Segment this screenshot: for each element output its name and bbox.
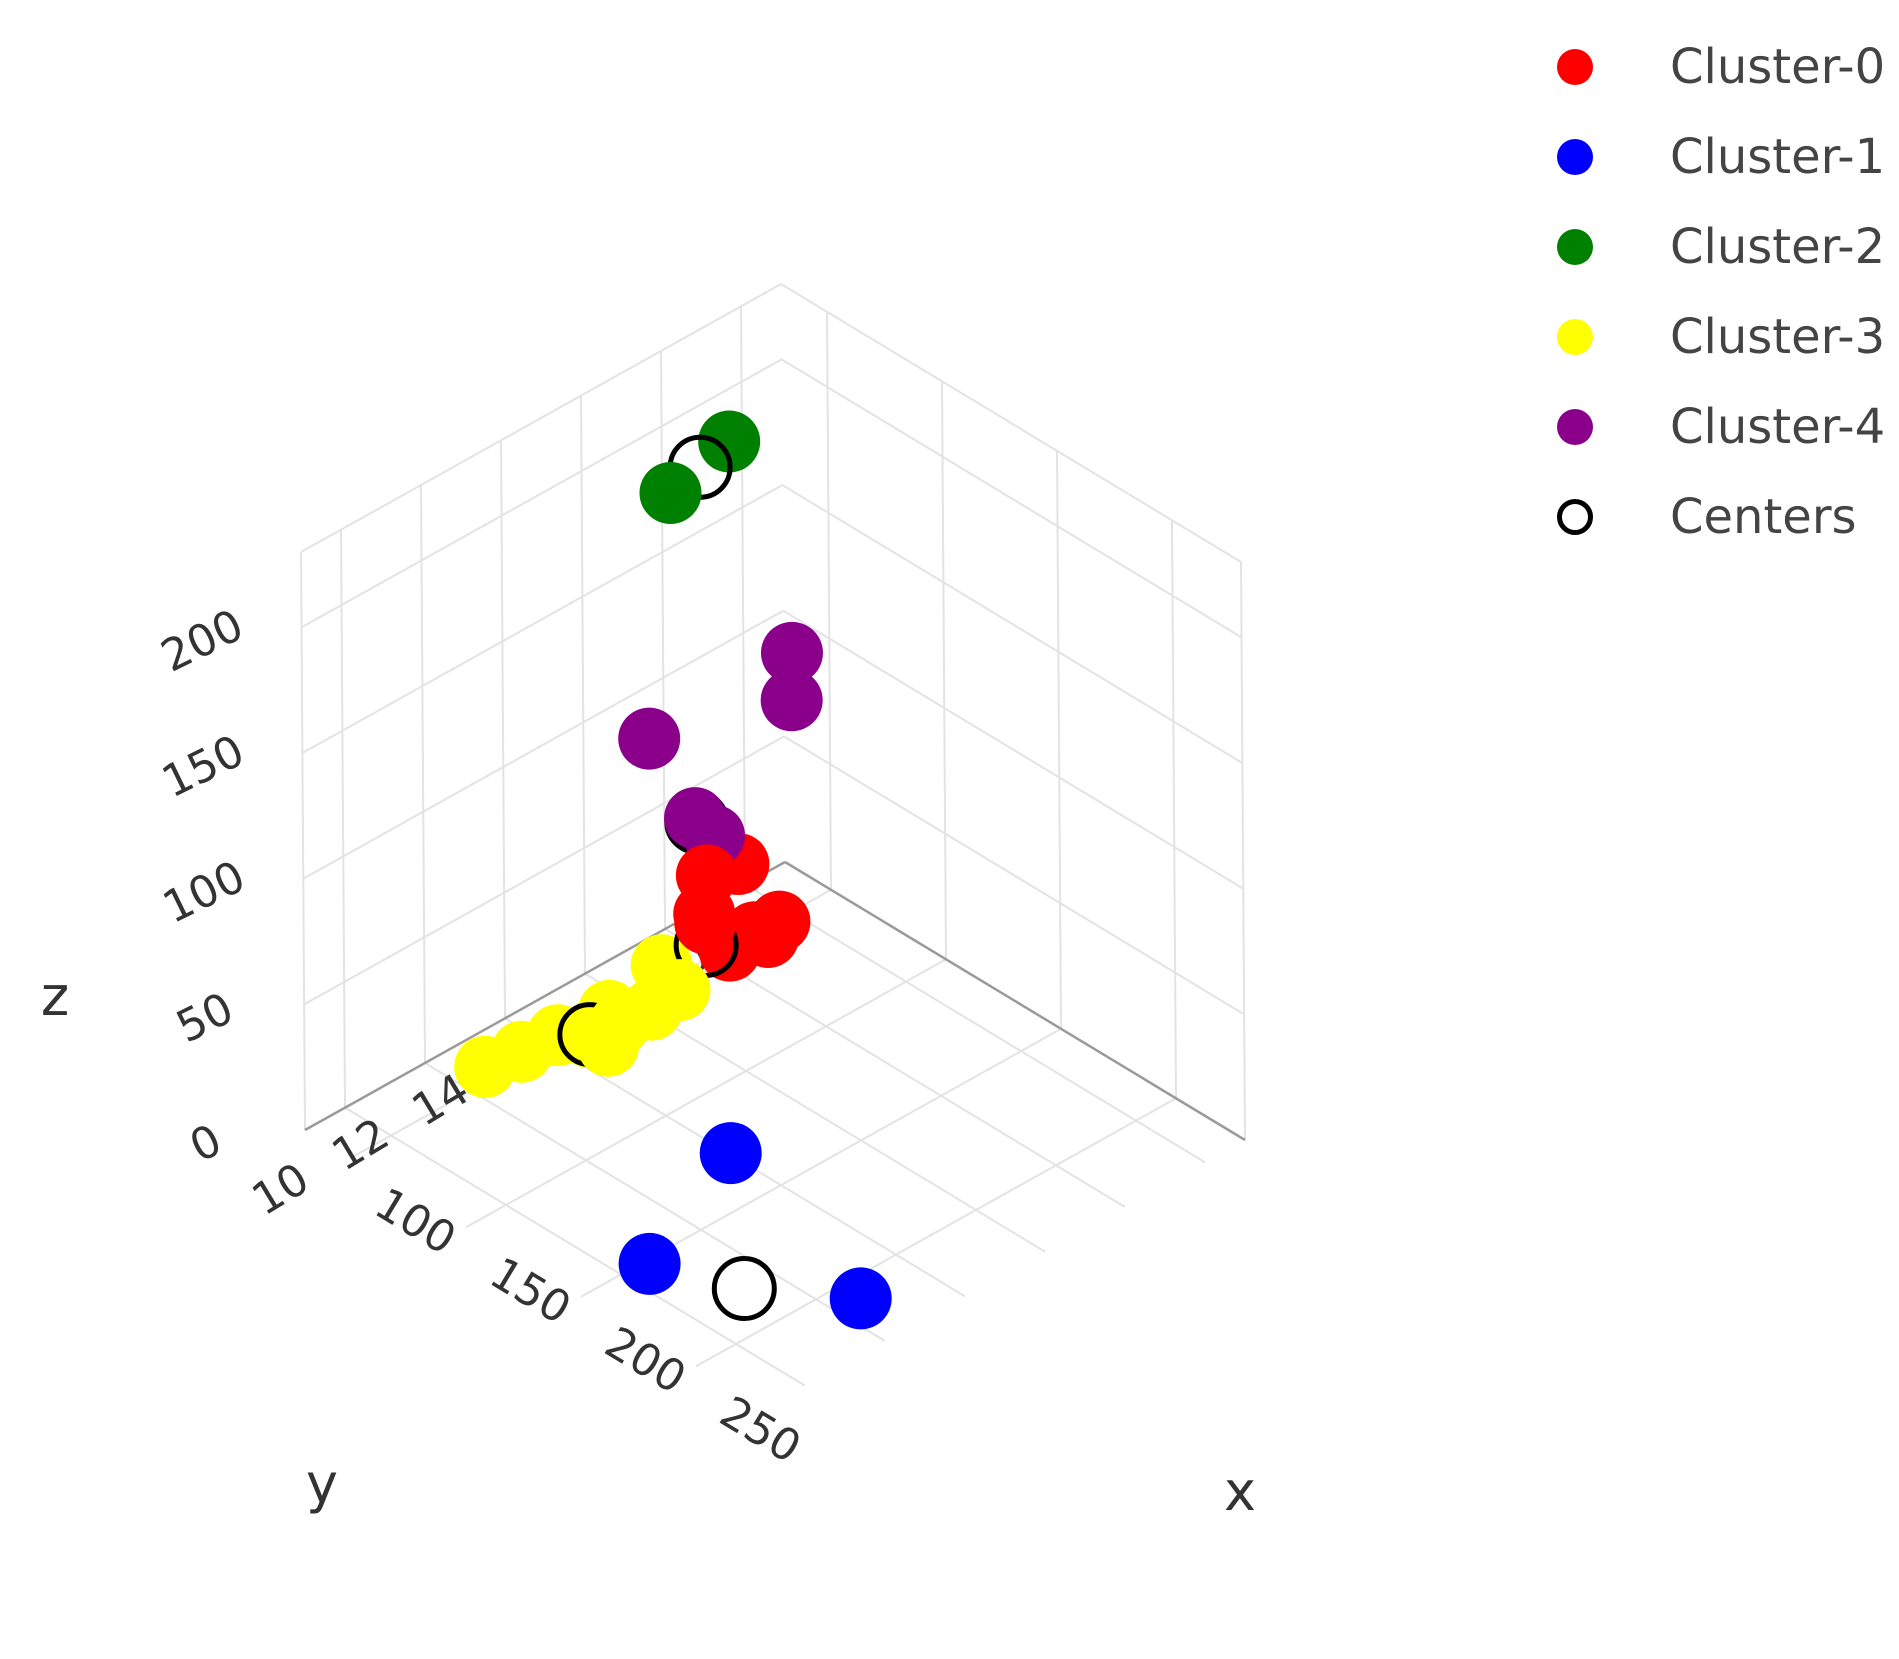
legend-label: Centers xyxy=(1670,489,1857,545)
legend-item-cluster-0[interactable]: Cluster-0 xyxy=(1540,22,1885,112)
x-tick-label: 150 xyxy=(481,1248,579,1335)
legend-item-cluster-1[interactable]: Cluster-1 xyxy=(1540,112,1885,202)
x-axis-title: x xyxy=(1224,1460,1256,1523)
grid-line-floor xyxy=(695,1097,1177,1368)
point-cluster-3[interactable] xyxy=(577,1014,640,1077)
grid-line-wall xyxy=(300,283,782,553)
legend-marker xyxy=(1557,499,1593,535)
z-tick-label: 150 xyxy=(154,725,252,808)
grid-line-wall xyxy=(781,484,1243,764)
legend-label: Cluster-3 xyxy=(1670,309,1886,365)
point-cluster-4[interactable] xyxy=(664,787,727,850)
point-cluster-1[interactable] xyxy=(618,1232,681,1295)
legend-marker xyxy=(1557,139,1593,175)
grid-line-wall xyxy=(941,381,947,960)
legend-item-cluster-4[interactable]: Cluster-4 xyxy=(1540,382,1885,472)
grid-line-floor xyxy=(344,1106,806,1387)
grid-line-wall xyxy=(302,609,784,880)
grid-line-wall xyxy=(740,306,746,885)
legend-item-cluster-2[interactable]: Cluster-2 xyxy=(1540,202,1885,292)
point-cluster-2[interactable] xyxy=(639,461,702,524)
grid-line-wall xyxy=(782,609,1244,890)
point-cluster-1[interactable] xyxy=(829,1267,892,1330)
grid-line-wall xyxy=(780,283,1242,563)
grid-line-wall xyxy=(783,735,1245,1016)
grid-line-wall xyxy=(420,484,426,1064)
grid-line-floor xyxy=(465,958,947,1229)
scatter-3d-chart: 100150200250101214161820050100150200 x y… xyxy=(41,283,1256,1523)
point-cluster-3[interactable] xyxy=(454,1035,517,1098)
grid-line-wall xyxy=(500,440,506,1019)
point-cluster-4[interactable] xyxy=(618,707,681,770)
legend-marker xyxy=(1557,319,1593,355)
z-axis-title: z xyxy=(41,965,69,1028)
grid-line-wall xyxy=(781,358,1243,639)
z-tick-label: 200 xyxy=(154,600,252,683)
grid-line-wall xyxy=(301,358,783,629)
grid-line-wall xyxy=(300,551,306,1131)
legend-item-cluster-3[interactable]: Cluster-3 xyxy=(1540,292,1885,382)
point-cluster-3[interactable] xyxy=(648,959,711,1022)
grid-line-wall xyxy=(340,529,346,1108)
legend-label: Cluster-2 xyxy=(1670,219,1886,275)
legend-marker xyxy=(1557,49,1593,85)
point-cluster-1[interactable] xyxy=(699,1122,762,1185)
grid-line-wall xyxy=(1171,520,1177,1099)
y-tick-label: 12 xyxy=(324,1109,398,1182)
x-zero-line xyxy=(784,860,1246,1142)
x-tick-label: 100 xyxy=(366,1178,464,1265)
data-points xyxy=(454,410,892,1330)
legend: Cluster-0 Cluster-1 Cluster-2 Cluster-3 … xyxy=(1540,22,1885,562)
center-marker[interactable] xyxy=(711,1256,777,1322)
z-tick-label: 0 xyxy=(182,1115,230,1173)
grid-line-wall xyxy=(303,735,785,1006)
point-cluster-4[interactable] xyxy=(760,621,823,684)
legend-marker xyxy=(1557,409,1593,445)
point-cluster-4[interactable] xyxy=(760,669,823,732)
grid-line-wall xyxy=(1240,561,1246,1141)
z-tick-label: 100 xyxy=(155,851,253,934)
grid-lines xyxy=(300,283,1246,1387)
legend-label: Cluster-0 xyxy=(1670,39,1886,95)
y-tick-label: 10 xyxy=(244,1153,318,1226)
legend-item-centers[interactable]: Centers xyxy=(1540,472,1885,562)
grid-line-wall xyxy=(826,311,832,890)
grid-line-wall xyxy=(660,350,666,930)
grid-line-wall xyxy=(301,484,783,754)
legend-marker xyxy=(1557,229,1593,265)
z-tick-label: 50 xyxy=(169,983,242,1053)
grid-line-floor xyxy=(744,883,1206,1164)
legend-label: Cluster-4 xyxy=(1670,399,1886,455)
axis-titles: x y z xyxy=(41,965,1256,1523)
y-axis-title: y xyxy=(306,1452,338,1515)
x-tick-label: 250 xyxy=(711,1387,809,1474)
point-cluster-2[interactable] xyxy=(698,410,761,473)
grid-line-wall xyxy=(580,395,586,974)
point-cluster-0[interactable] xyxy=(674,892,737,955)
grid-line-floor xyxy=(424,1062,886,1342)
x-tick-label: 200 xyxy=(596,1317,694,1404)
grid-line-wall xyxy=(1056,450,1062,1029)
legend-label: Cluster-1 xyxy=(1670,129,1886,185)
